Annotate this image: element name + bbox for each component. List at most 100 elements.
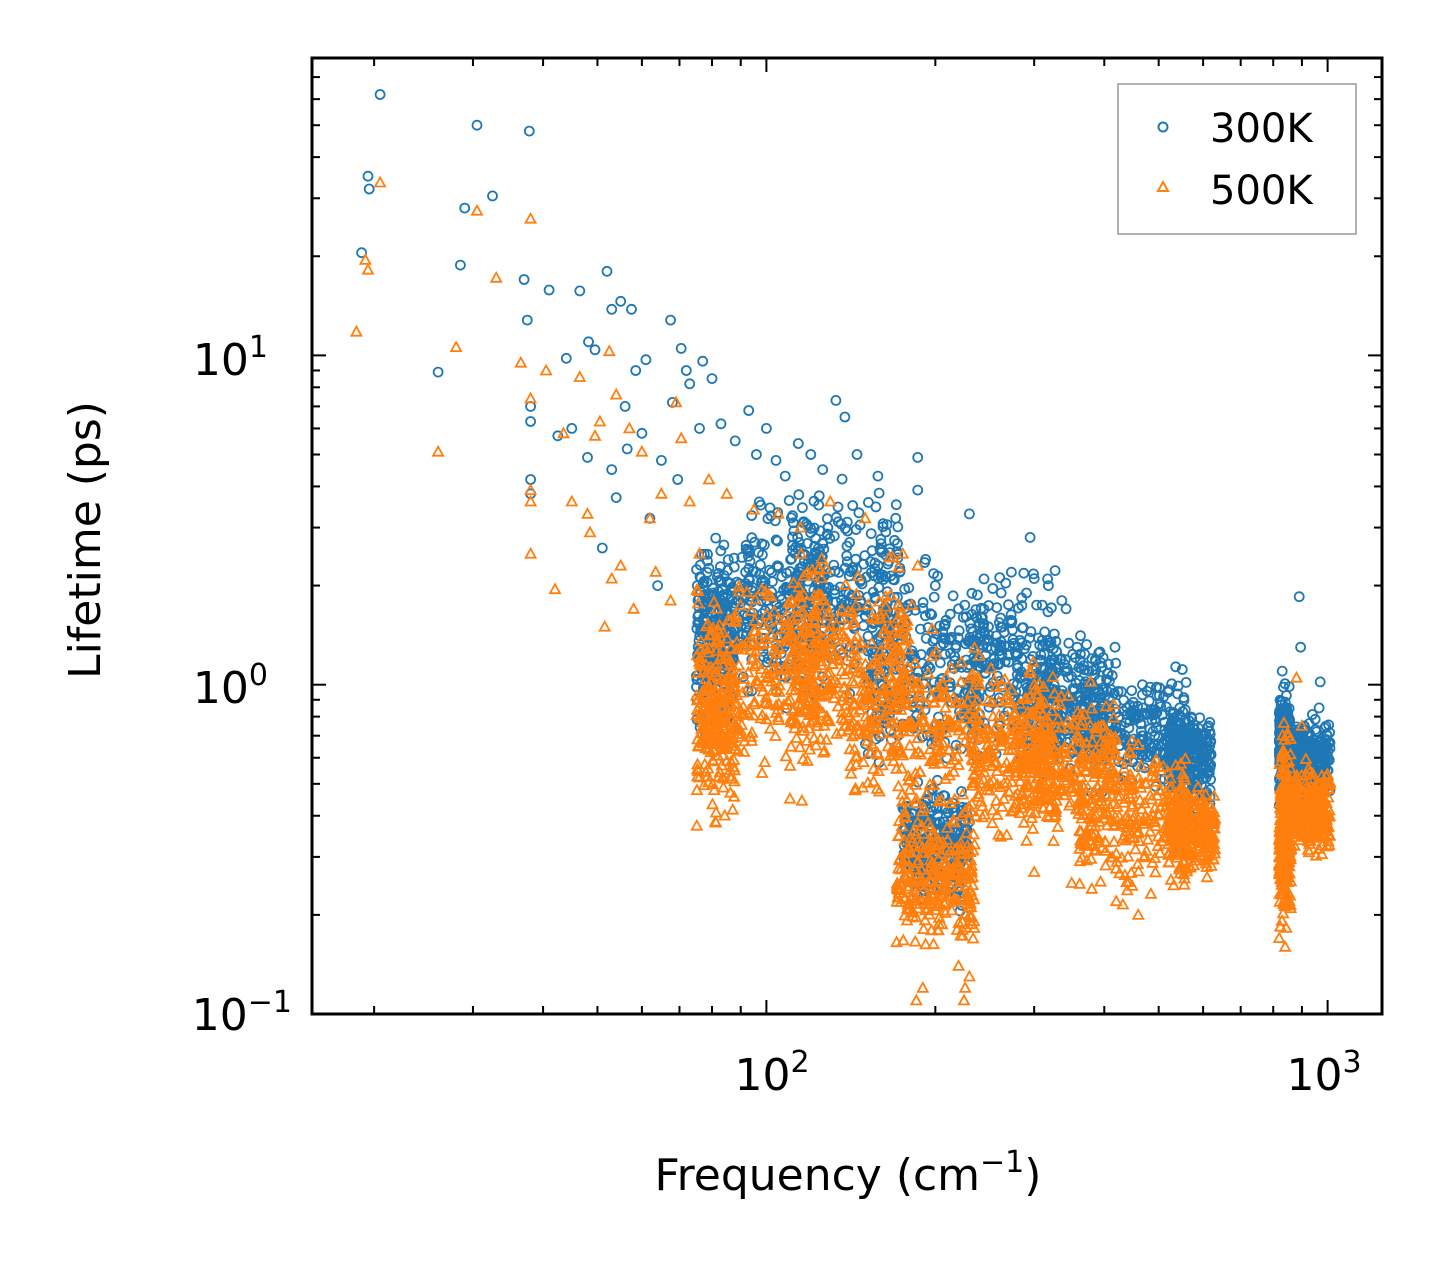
data-point-500k: [992, 708, 1006, 721]
data-point-500k: [980, 722, 994, 735]
data-point-300k: [1013, 602, 1024, 614]
data-point-500k: [731, 642, 745, 655]
data-point-500k: [788, 721, 802, 734]
data-point-300k: [1045, 657, 1057, 669]
data-point-500k: [956, 845, 970, 858]
data-point-300k: [1137, 679, 1148, 691]
data-point-500k: [723, 672, 737, 685]
data-point-500k: [873, 611, 887, 624]
data-point-300k: [736, 552, 748, 563]
data-point-300k: [715, 561, 726, 573]
data-point-300k: [1167, 708, 1179, 720]
data-point-500k: [1151, 839, 1165, 851]
data-point-500k: [820, 562, 834, 574]
data-point-500k: [959, 711, 973, 724]
data-point-500k: [1156, 830, 1170, 843]
data-point-500k: [1013, 774, 1027, 787]
data-point-500k: [785, 613, 799, 625]
data-point-500k: [959, 722, 973, 735]
data-point-500k: [989, 680, 1003, 692]
data-point-500k: [1048, 744, 1062, 756]
data-point-500k: [812, 561, 826, 573]
data-point-500k: [1027, 677, 1041, 690]
data-point-300k: [995, 636, 1007, 648]
data-point-500k: [846, 661, 860, 674]
data-point-500k: [1090, 800, 1104, 813]
data-point-500k: [818, 643, 832, 655]
data-point-500k: [1173, 780, 1188, 792]
data-point-300k: [626, 303, 637, 315]
data-point-300k: [986, 660, 998, 672]
data-point-500k: [998, 672, 1012, 685]
data-point-500k: [849, 648, 864, 660]
data-point-300k: [975, 662, 986, 674]
data-point-500k: [919, 787, 933, 799]
data-point-500k: [747, 695, 762, 707]
data-point-300k: [972, 589, 983, 601]
data-point-500k: [710, 635, 724, 648]
data-point-500k: [937, 858, 951, 870]
data-point-500k: [1132, 864, 1146, 877]
data-point-300k: [684, 378, 696, 390]
data-point-500k: [879, 599, 893, 612]
data-point-300k: [794, 580, 806, 591]
data-point-500k: [847, 676, 861, 689]
data-point-500k: [940, 821, 954, 833]
data-point-500k: [970, 693, 984, 706]
data-point-500k: [728, 613, 743, 626]
data-point-500k: [907, 696, 921, 709]
data-point-300k: [680, 365, 692, 376]
data-point-300k: [1046, 602, 1057, 614]
data-point-500k: [741, 665, 755, 678]
data-point-300k: [758, 651, 770, 663]
data-point-500k: [1000, 687, 1014, 700]
data-point-500k: [952, 879, 967, 892]
data-point-300k: [1032, 632, 1044, 644]
data-point-500k: [926, 886, 940, 899]
data-point-500k: [884, 669, 898, 682]
data-point-300k: [362, 170, 374, 182]
data-point-500k: [873, 607, 887, 620]
data-point-500k: [713, 651, 727, 664]
data-point-500k: [923, 725, 937, 738]
data-point-500k: [820, 665, 834, 678]
data-point-500k: [883, 633, 897, 646]
data-point-500k: [931, 729, 945, 742]
data-point-500k: [901, 769, 915, 781]
data-point-500k: [889, 762, 903, 774]
data-point-500k: [986, 773, 1000, 786]
data-point-500k: [915, 804, 929, 817]
data-point-500k: [861, 598, 875, 610]
data-point-300k: [817, 464, 829, 476]
data-point-500k: [943, 879, 957, 892]
data-point-500k: [950, 742, 964, 754]
data-point-300k: [1137, 702, 1149, 714]
data-point-500k: [884, 676, 898, 688]
data-point-500k: [955, 923, 970, 935]
data-point-500k: [1100, 729, 1114, 742]
data-point-500k: [709, 704, 723, 717]
data-point-500k: [1097, 811, 1111, 824]
data-point-500k: [1051, 788, 1065, 800]
data-point-500k: [1107, 765, 1121, 777]
data-point-500k: [896, 720, 910, 732]
data-point-500k: [1002, 727, 1016, 739]
data-point-500k: [964, 685, 978, 698]
data-point-500k: [848, 727, 862, 740]
data-point-500k: [949, 893, 963, 905]
data-point-500k: [762, 697, 776, 710]
data-point-300k: [722, 554, 734, 565]
data-point-500k: [1090, 766, 1104, 779]
data-point-300k: [999, 656, 1011, 667]
data-point-300k: [937, 626, 949, 638]
data-point-300k: [1006, 566, 1017, 578]
data-point-500k: [904, 845, 918, 858]
data-point-500k: [850, 664, 864, 677]
data-point-500k: [1015, 788, 1029, 800]
data-point-500k: [944, 756, 958, 769]
data-point-500k: [1031, 785, 1045, 798]
data-point-300k: [974, 617, 985, 629]
data-point-300k: [929, 580, 941, 591]
data-point-500k: [758, 584, 772, 597]
data-point-500k: [691, 596, 705, 609]
